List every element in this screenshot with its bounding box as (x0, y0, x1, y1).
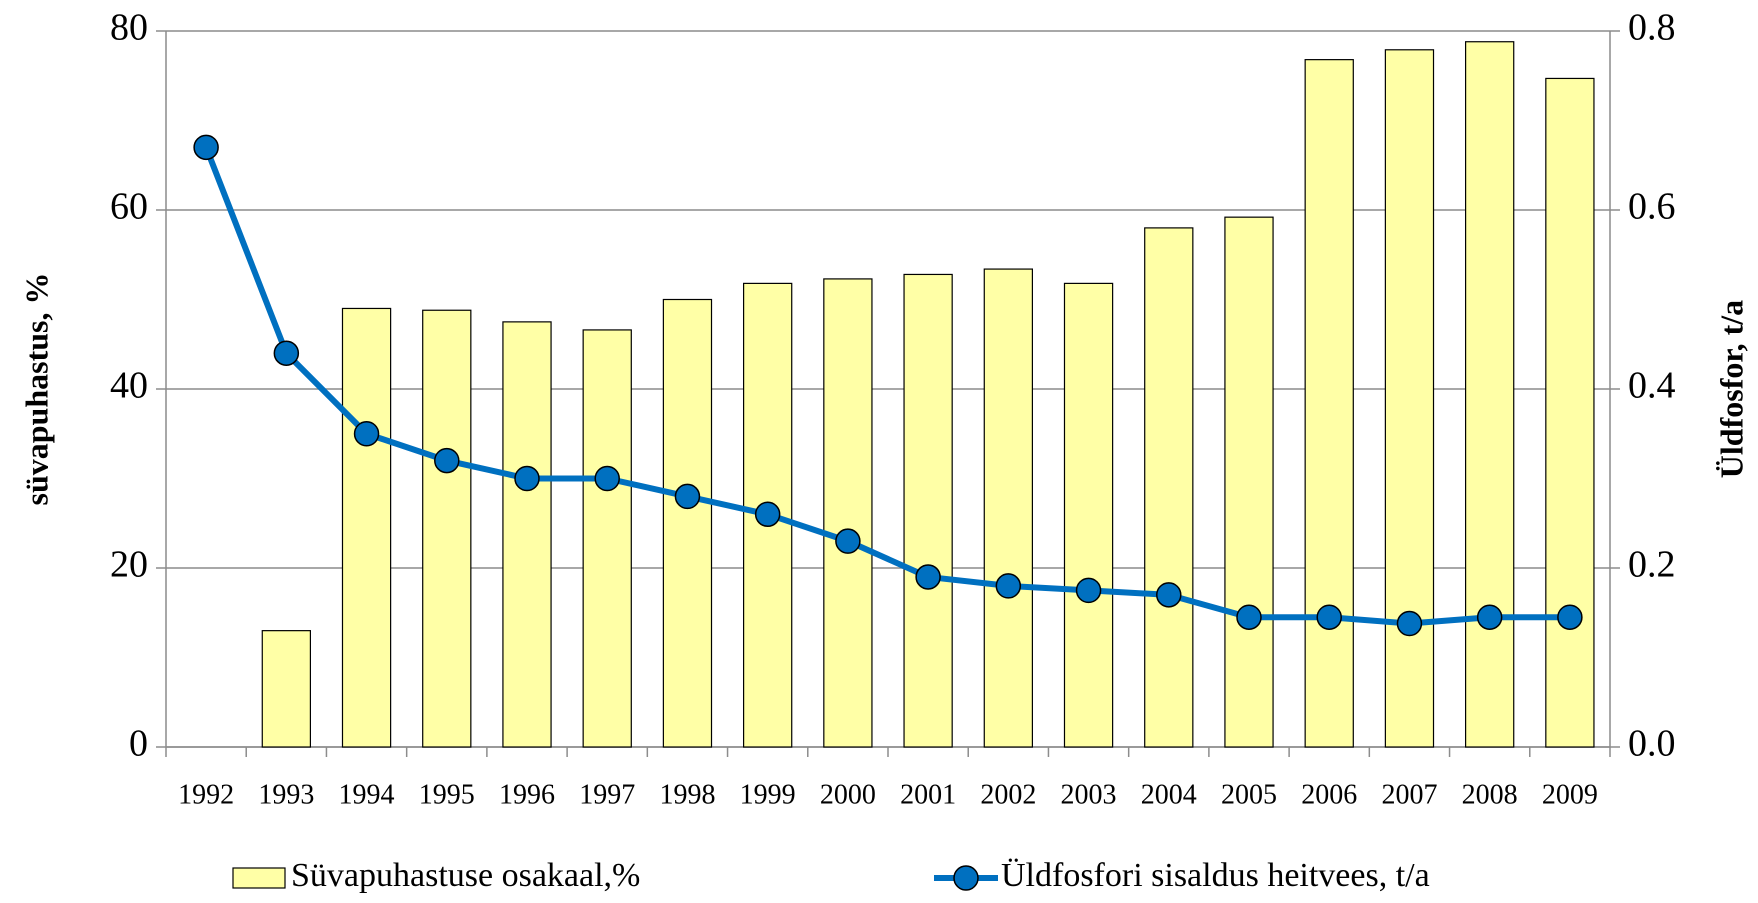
legend-label: Üldfosfori sisaldus heitvees, t/a (1001, 857, 1430, 894)
bar (1224, 216, 1274, 748)
legend-swatch (232, 867, 286, 889)
line-marker (594, 465, 620, 492)
line-marker (1075, 577, 1102, 604)
line-marker (835, 528, 861, 554)
bar (341, 307, 392, 748)
y2-axis-title: Üldfosfor, t/a (1713, 300, 1749, 478)
y-tick-label: 0 (129, 723, 148, 765)
line-marker (1156, 582, 1182, 608)
bar (422, 309, 472, 748)
line-marker (514, 465, 540, 492)
bar (582, 329, 632, 748)
line-marker (193, 134, 219, 161)
y-tick-label: 40 (110, 365, 148, 407)
bar (1464, 41, 1515, 748)
x-tick-label: 2004 (1141, 779, 1197, 810)
line-marker (995, 573, 1022, 599)
line-marker (434, 447, 460, 474)
legend-marker (953, 865, 979, 891)
y2-tick-label: 0.6 (1628, 186, 1676, 228)
bar (742, 282, 793, 748)
x-tick-label: 1999 (740, 779, 796, 810)
y2-tick-label: 0.0 (1628, 723, 1676, 765)
line-marker (1396, 610, 1423, 637)
line-marker (1316, 604, 1342, 630)
x-tick-label: 1998 (659, 779, 715, 810)
line-marker (915, 564, 941, 590)
line-marker (1557, 604, 1583, 630)
x-tick-label: 1995 (419, 779, 475, 810)
x-tick-label: 1996 (499, 779, 555, 810)
bar (261, 630, 311, 748)
x-tick-label: 1992 (178, 779, 234, 810)
x-tick-label: 2006 (1301, 779, 1357, 810)
x-tick-label: 1994 (339, 779, 395, 810)
x-tick-label: 2008 (1462, 779, 1518, 810)
bar (502, 321, 552, 748)
bar (1144, 227, 1194, 748)
line-marker (754, 501, 781, 528)
bar (662, 298, 713, 748)
y2-tick-label: 0.2 (1628, 544, 1676, 586)
x-tick-label: 2003 (1061, 779, 1117, 810)
x-tick-label: 1997 (579, 779, 635, 810)
y-tick-label: 20 (110, 544, 148, 586)
y-axis-title: süvapuhastus, % (18, 273, 54, 506)
x-tick-label: 2001 (900, 779, 956, 810)
x-tick-label: 2009 (1542, 779, 1598, 810)
line-marker (273, 340, 300, 366)
x-tick-label: 2005 (1221, 779, 1277, 810)
line-marker (1236, 604, 1262, 630)
bar (1545, 77, 1595, 748)
y-tick-label: 60 (110, 186, 148, 228)
x-tick-label: 2007 (1381, 779, 1437, 810)
x-tick-label: 1993 (258, 779, 314, 810)
x-tick-label: 2002 (980, 779, 1036, 810)
bar (983, 268, 1033, 748)
bar (903, 273, 953, 748)
y2-tick-label: 0.4 (1628, 365, 1676, 407)
bar (1304, 59, 1354, 748)
y-tick-label: 80 (110, 7, 148, 49)
line-marker (674, 483, 701, 510)
bar (1063, 282, 1114, 748)
y2-tick-label: 0.8 (1628, 7, 1676, 49)
legend-label: Süvapuhastuse osakaal,% (291, 857, 640, 894)
x-tick-label: 2000 (820, 779, 876, 810)
bar (823, 278, 873, 748)
line-marker (353, 421, 380, 447)
line-marker (1476, 604, 1503, 630)
line (203, 146, 1570, 627)
bar (1384, 49, 1435, 748)
